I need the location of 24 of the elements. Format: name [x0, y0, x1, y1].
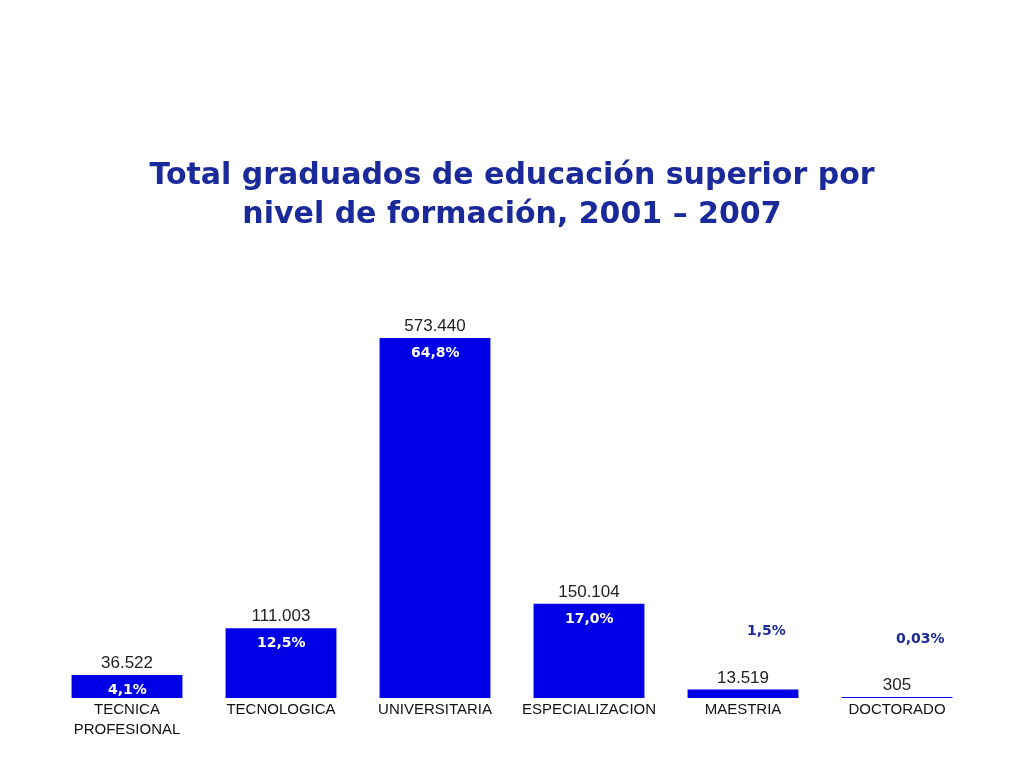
data-label: 36.522 — [101, 653, 153, 673]
data-label: 13.519 — [717, 667, 769, 687]
chart-title: Total graduados de educación superior por nivel de formación, 2001 – 2007 — [149, 156, 875, 231]
bar — [71, 675, 183, 698]
x-tick-label: ESPECIALIZACION — [521, 700, 657, 717]
annotation: 64,8% — [411, 344, 460, 360]
bar — [533, 603, 645, 698]
x-tick-label: DOCTORADO — [848, 700, 946, 717]
bar — [687, 689, 799, 698]
x-tick-label: TECNOLOGICA — [226, 700, 336, 717]
x-tick-label: TECNICA PROFESIONAL — [73, 700, 181, 737]
annotation: 1,5% — [747, 622, 786, 638]
annotation: 17,0% — [565, 610, 614, 626]
data-label: 573.440 — [404, 316, 466, 335]
bar — [225, 628, 337, 698]
annotation: 12,5% — [257, 634, 306, 650]
annotation: 0,03% — [896, 630, 945, 646]
data-label: 150.104 — [558, 581, 620, 601]
data-label: 111.003 — [251, 606, 311, 626]
bar — [379, 338, 491, 698]
annotation: 4,1% — [108, 681, 147, 697]
x-tick-label: UNIVERSITARIA — [378, 700, 492, 717]
data-label: 305 — [882, 675, 912, 694]
x-tick-label: MAESTRIA — [704, 700, 782, 717]
